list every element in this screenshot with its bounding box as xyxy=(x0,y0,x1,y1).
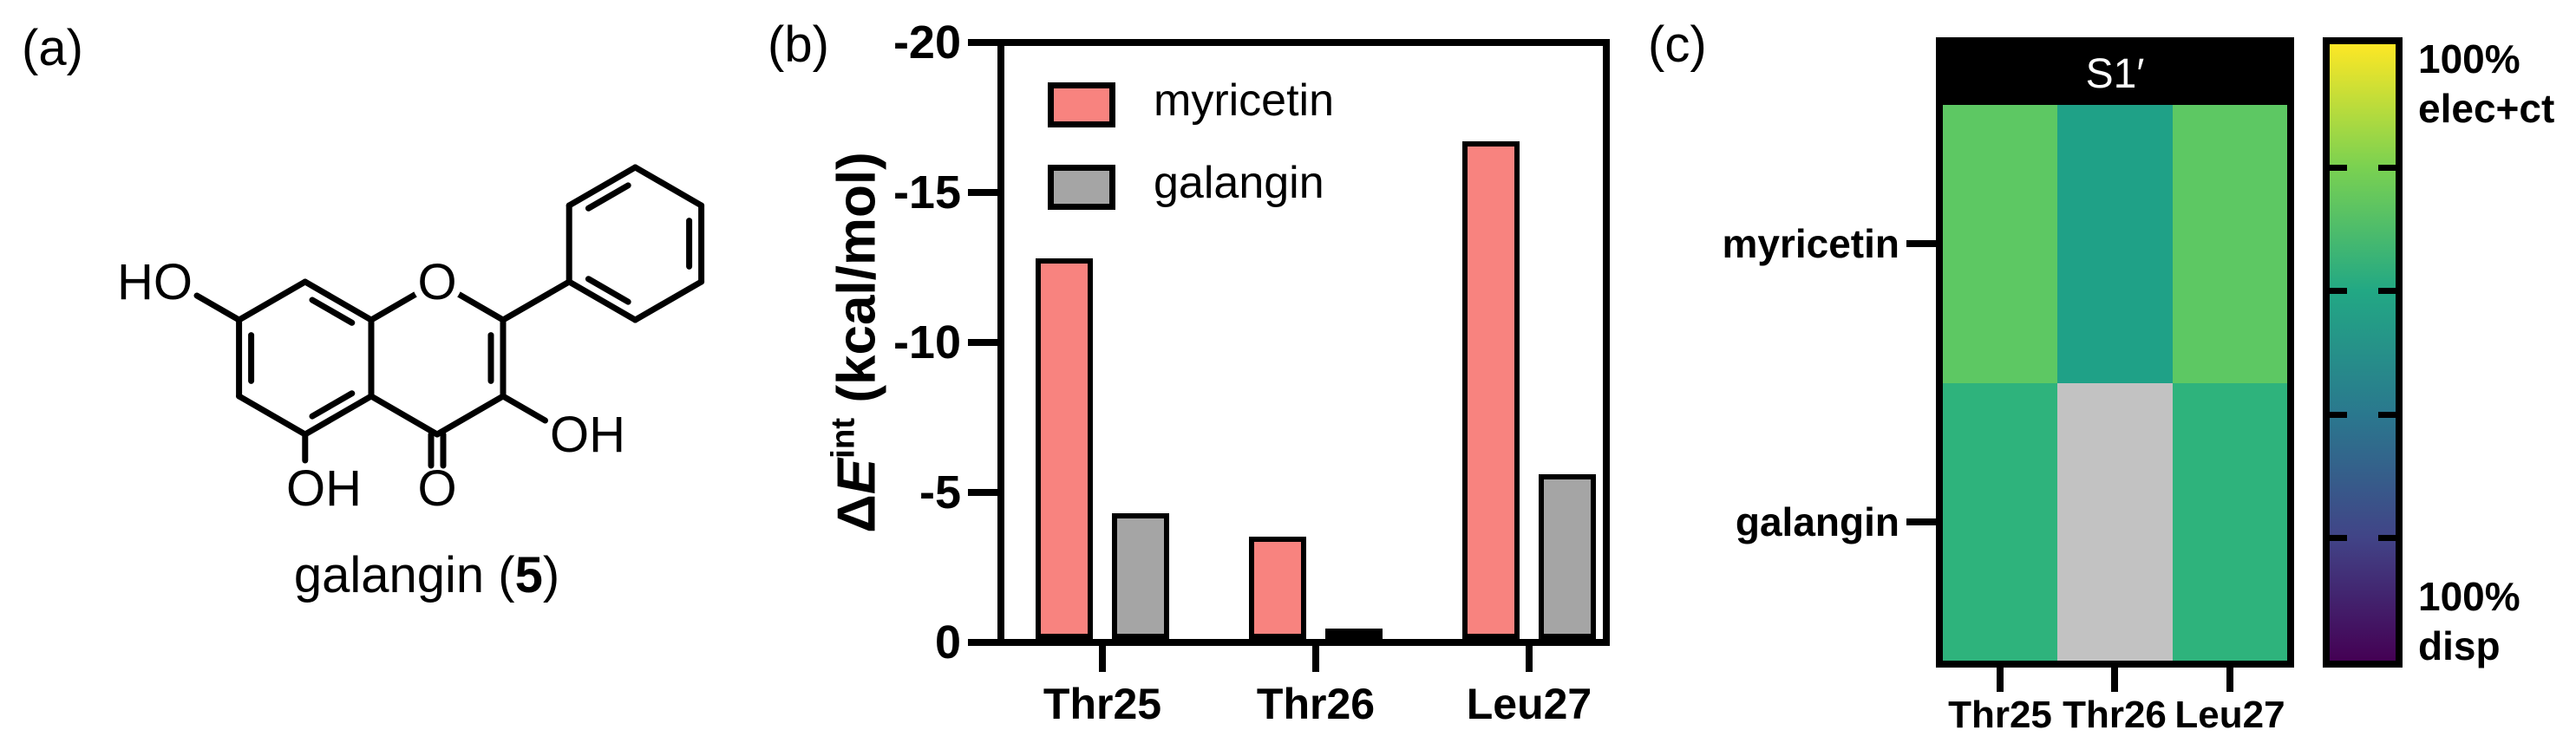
atom-label-oh5: OH xyxy=(286,460,362,517)
x-tick-label: Leu27 xyxy=(1466,680,1592,728)
colorbar-bottom-label: 100% disp xyxy=(2418,572,2520,671)
legend-swatch-galangin xyxy=(1048,165,1115,210)
y-axis-title-superscript: int xyxy=(824,417,862,459)
legend-label-myricetin: myricetin xyxy=(1154,75,1335,126)
bar-myricetin-Thr25 xyxy=(1036,257,1093,639)
heatmap-cell-galangin-Leu27 xyxy=(2172,382,2287,661)
bar-galangin-Leu27 xyxy=(1539,473,1596,639)
atom-label-oh3: OH xyxy=(550,407,625,463)
colorbar-tick-right xyxy=(2378,534,2396,541)
x-tick-label: Thr25 xyxy=(1043,680,1162,728)
bar-chart-bars-layer xyxy=(1004,46,1603,639)
colorbar-tick-right xyxy=(2378,165,2396,172)
y-tick-mark xyxy=(968,639,997,646)
y-tick-label: -20 xyxy=(892,16,961,68)
heatmap-header-site-label: S1′ xyxy=(1943,44,2287,105)
colorbar-tick-right xyxy=(2378,411,2396,418)
bar-galangin-Thr26 xyxy=(1325,629,1383,639)
colorbar-bottom-label-line2: disp xyxy=(2418,623,2501,668)
colorbar-tick-left xyxy=(2330,165,2347,172)
caption-name: galangin ( xyxy=(293,547,515,603)
panel-c-label: (c) xyxy=(1648,16,1707,73)
heatmap-column-tick xyxy=(2226,668,2233,692)
x-tick-mark xyxy=(1312,646,1319,672)
colorbar-top-label-line2: elec+ct xyxy=(2418,86,2555,131)
y-tick-label: 0 xyxy=(934,616,961,668)
bond-lines xyxy=(193,164,705,469)
heatmap-row-tick xyxy=(1906,240,1936,247)
colorbar-tick-right xyxy=(2378,288,2396,295)
legend-label-galangin: galangin xyxy=(1154,158,1324,208)
heatmap-cells xyxy=(1943,105,2287,661)
heatmap-box: S1′ xyxy=(1936,37,2294,668)
heatmap-row-tick xyxy=(1906,518,1936,525)
caption-close: ) xyxy=(542,547,560,603)
x-tick-mark xyxy=(1099,646,1106,672)
heatmap-column-tick xyxy=(2111,668,2118,692)
y-tick-mark xyxy=(968,339,997,346)
colorbar-bottom-label-line1: 100% xyxy=(2418,574,2520,619)
bar-galangin-Thr25 xyxy=(1112,512,1169,639)
bar-myricetin-Leu27 xyxy=(1462,140,1520,639)
y-tick-mark xyxy=(968,489,997,496)
heatmap-column-label: Leu27 xyxy=(2174,694,2285,736)
x-tick-label: Thr26 xyxy=(1256,680,1376,728)
colorbar xyxy=(2323,37,2403,668)
atom-label-keto-o: O xyxy=(417,460,456,517)
atom-label-ring-o: O xyxy=(417,254,456,310)
heatmap-row-myricetin xyxy=(1943,105,2287,383)
heatmap-cell-galangin-Thr25 xyxy=(1943,382,2058,661)
heatmap-cell-galangin-Thr26 xyxy=(2057,382,2173,661)
heatmap-cell-myricetin-Thr25 xyxy=(1943,105,2058,383)
heatmap-column-label: Thr25 xyxy=(1948,694,2052,736)
galangin-structure-drawing: HO O OH O OH xyxy=(117,164,705,517)
caption-compound-number: 5 xyxy=(514,547,543,603)
heatmap-column-label: Thr26 xyxy=(2063,694,2167,736)
ring-oxygen-mask xyxy=(412,257,462,307)
heatmap-row-label: galangin xyxy=(1735,499,1899,544)
colorbar-tick-left xyxy=(2330,411,2347,418)
panel-b-label: (b) xyxy=(768,16,829,73)
legend-swatch-myricetin xyxy=(1048,82,1115,127)
atom-labels: HO O OH O OH xyxy=(117,254,625,517)
molecule-caption: galangin (5) xyxy=(167,546,687,604)
colorbar-tick-left xyxy=(2330,288,2347,295)
atom-label-ho7: HO xyxy=(117,254,193,310)
panel-a-label: (a) xyxy=(22,20,83,76)
y-tick-label: -5 xyxy=(919,466,961,518)
y-tick-mark xyxy=(968,39,997,46)
bar-myricetin-Thr26 xyxy=(1249,537,1306,639)
y-tick-label: -10 xyxy=(892,316,961,368)
y-tick-label: -15 xyxy=(892,166,961,218)
heatmap-cell-myricetin-Leu27 xyxy=(2172,105,2287,383)
heatmap-column-tick xyxy=(1997,668,2004,692)
colorbar-top-label: 100% elec+ct xyxy=(2418,35,2554,134)
x-tick-mark xyxy=(1526,646,1533,672)
heatmap-row-galangin xyxy=(1943,382,2287,661)
y-tick-mark xyxy=(968,189,997,196)
colorbar-top-label-line1: 100% xyxy=(2418,36,2520,81)
heatmap-cell-myricetin-Thr26 xyxy=(2057,105,2173,383)
colorbar-tick-left xyxy=(2330,534,2347,541)
heatmap-row-label: myricetin xyxy=(1722,221,1899,266)
